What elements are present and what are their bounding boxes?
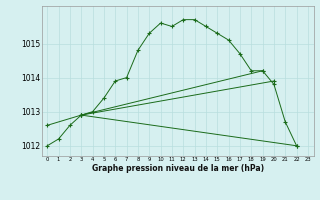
X-axis label: Graphe pression niveau de la mer (hPa): Graphe pression niveau de la mer (hPa) — [92, 164, 264, 173]
